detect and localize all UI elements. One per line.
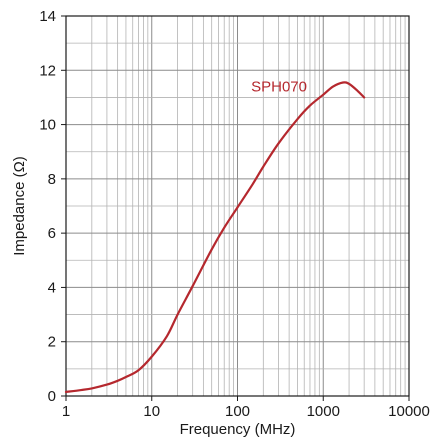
series-layer: [64, 81, 366, 394]
x-axis-label: Frequency (MHz): [180, 421, 296, 438]
y-axis-label: Impedance (Ω): [11, 156, 28, 256]
y-tick-label: 2: [48, 334, 56, 351]
grid-lines: [66, 16, 409, 396]
y-tick-label: 12: [39, 62, 56, 79]
y-tick-label: 10: [39, 117, 56, 134]
series-line-sph070: [64, 81, 366, 394]
tick-labels: 1 10 100 1000 10000 0 2 4 6 8 10 12 14 SPH070: [39, 8, 430, 420]
x-tick-label: 1000: [307, 403, 340, 420]
x-tick-label: 10: [143, 403, 160, 420]
x-tick-label: 100: [225, 403, 250, 420]
series-label-sph070: SPH070: [251, 79, 307, 96]
y-tick-label: 6: [48, 225, 56, 242]
x-tick-label: 10000: [388, 403, 430, 420]
y-tick-label: 4: [48, 279, 56, 296]
y-tick-label: 14: [39, 8, 56, 25]
tick-marks: [61, 15, 410, 401]
y-tick-label: 8: [48, 171, 56, 188]
x-tick-label: 1: [62, 403, 70, 420]
y-tick-label: 0: [48, 388, 56, 405]
